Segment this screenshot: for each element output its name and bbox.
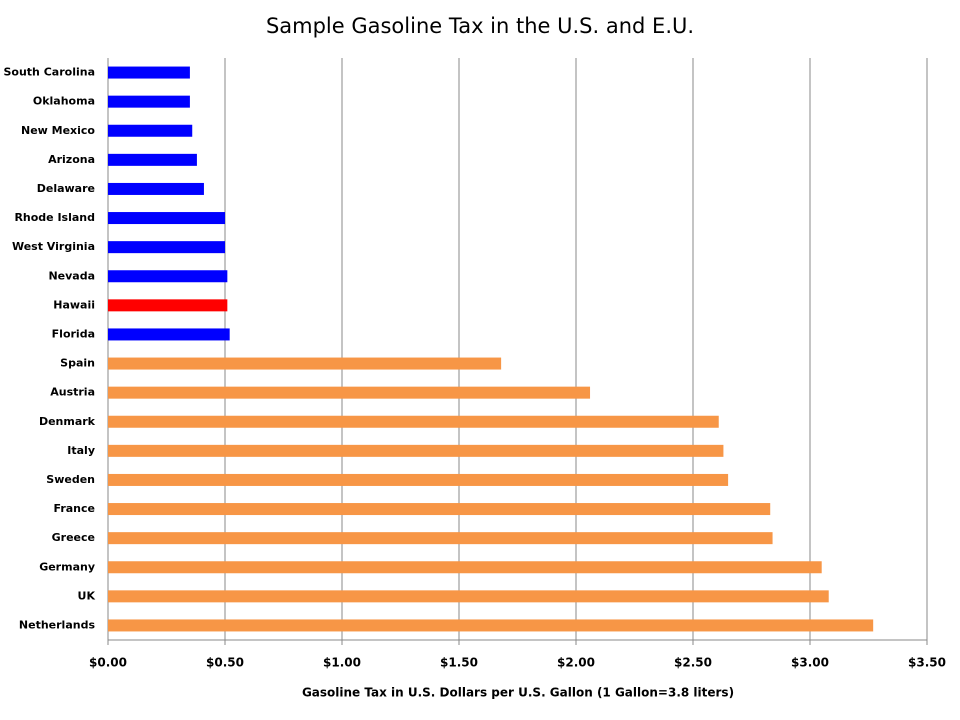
y-tick-label: Germany xyxy=(39,560,95,573)
y-tick-label: Delaware xyxy=(37,182,95,195)
y-tick-label: West Virginia xyxy=(12,240,95,253)
x-axis-label: Gasoline Tax in U.S. Dollars per U.S. Ga… xyxy=(302,686,734,700)
bar xyxy=(108,153,197,166)
bar xyxy=(108,532,773,545)
y-tick-label: Nevada xyxy=(48,269,95,282)
y-tick-label: Rhode Island xyxy=(14,211,95,224)
chart-title: Sample Gasoline Tax in the U.S. and E.U. xyxy=(266,14,694,38)
y-tick-label: Italy xyxy=(67,444,95,457)
y-tick-label: France xyxy=(54,502,95,515)
y-tick-label: Denmark xyxy=(39,415,96,428)
bar xyxy=(108,124,193,137)
y-tick-label: Spain xyxy=(60,357,95,370)
y-tick-label: South Carolina xyxy=(3,66,95,79)
bar xyxy=(108,444,724,457)
bar xyxy=(108,66,190,79)
bar xyxy=(108,415,719,428)
bar xyxy=(108,473,729,486)
bar xyxy=(108,95,190,108)
x-tick-label: $0.00 xyxy=(89,656,127,670)
bar xyxy=(108,328,230,341)
y-tick-label: Austria xyxy=(50,386,95,399)
bar xyxy=(108,590,829,603)
x-tick-label: $2.00 xyxy=(557,656,595,670)
y-tick-label: Arizona xyxy=(48,153,95,166)
bar xyxy=(108,619,874,632)
y-tick-label: UK xyxy=(78,589,96,602)
y-tick-label: Hawaii xyxy=(53,298,95,311)
bar xyxy=(108,182,204,195)
bar xyxy=(108,561,822,574)
x-tick-label: $0.50 xyxy=(206,656,244,670)
bar xyxy=(108,503,771,516)
y-tick-label: New Mexico xyxy=(21,124,95,137)
y-tick-label: Florida xyxy=(52,327,95,340)
x-tick-label: $1.50 xyxy=(440,656,478,670)
y-tick-label: Greece xyxy=(52,531,95,544)
x-tick-label: $1.00 xyxy=(323,656,361,670)
y-tick-label: Sweden xyxy=(46,473,95,486)
x-tick-label: $3.50 xyxy=(908,656,946,670)
y-tick-label: Netherlands xyxy=(19,618,96,631)
y-tick-label: Oklahoma xyxy=(33,95,95,108)
x-tick-label: $3.00 xyxy=(791,656,829,670)
bar xyxy=(108,270,228,283)
x-tick-label: $2.50 xyxy=(674,656,712,670)
bar xyxy=(108,212,225,225)
bar xyxy=(108,299,228,312)
bar xyxy=(108,357,502,370)
bar xyxy=(108,386,591,399)
bar xyxy=(108,241,225,254)
